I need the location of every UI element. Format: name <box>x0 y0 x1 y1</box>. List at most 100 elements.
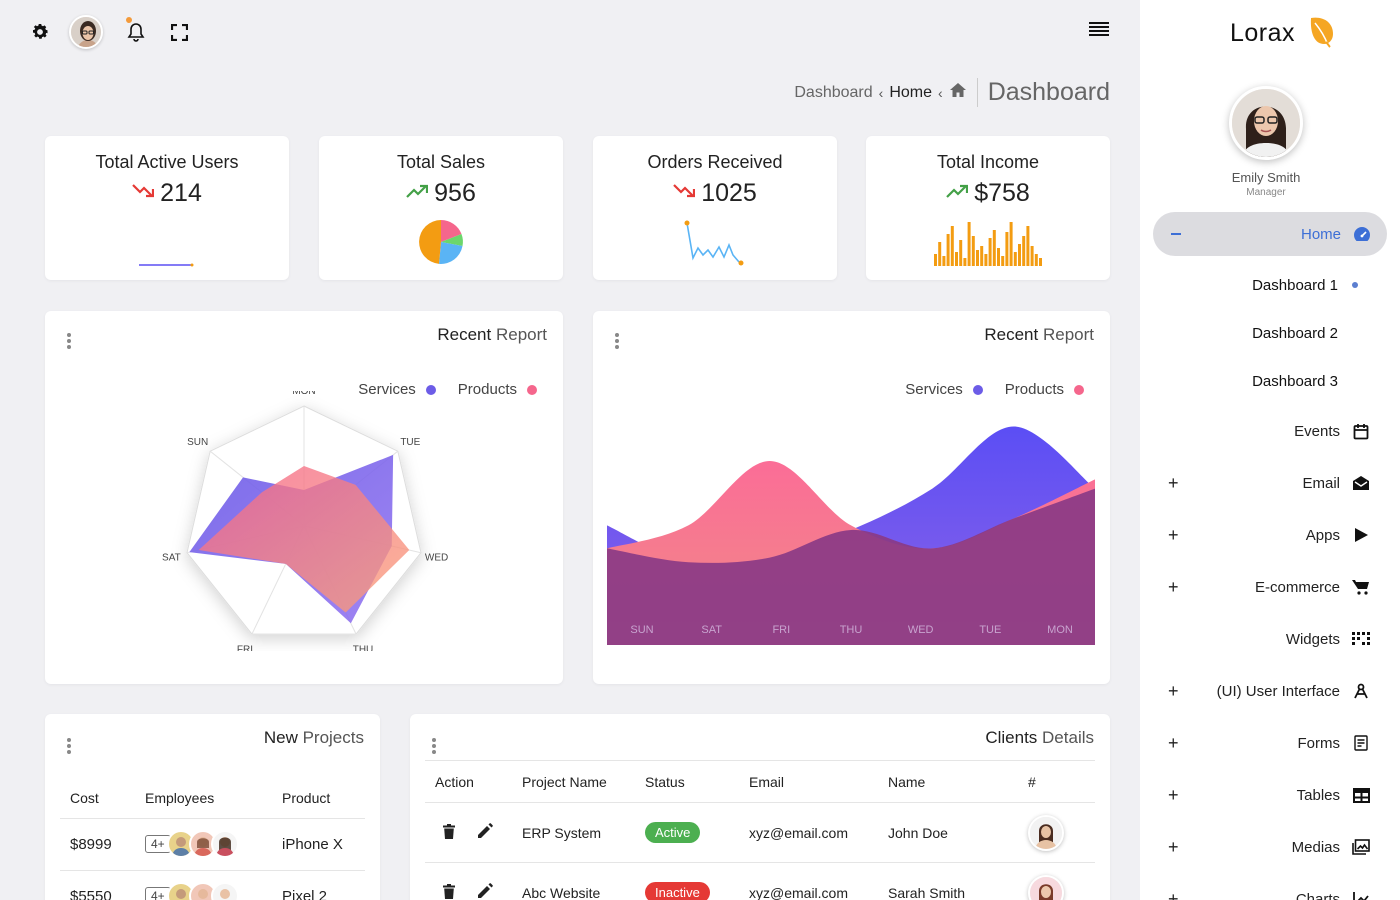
bell-icon[interactable] <box>126 22 146 42</box>
sidebar-item-home[interactable]: Home <box>1153 212 1387 256</box>
clients-details-panel: Clients Details Action Project Name Stat… <box>410 714 1110 900</box>
employee-avatar <box>188 882 217 900</box>
radar-axis-label: TUE <box>400 437 420 448</box>
column-header: Action <box>435 773 474 790</box>
stat-card-active-users: Total Active Users 214 <box>45 136 289 280</box>
area-overlap <box>607 488 1095 645</box>
income-bar <box>942 256 946 266</box>
sidebar-item-events[interactable]: Events <box>1140 405 1400 457</box>
column-header: Name <box>888 773 926 790</box>
sidebar-item-ecommerce[interactable]: + E-commerce <box>1140 561 1400 613</box>
email-icon <box>1352 474 1370 492</box>
sidebar-item-apps[interactable]: + Apps <box>1140 509 1400 561</box>
expand-plus-icon[interactable]: + <box>1168 680 1179 701</box>
sidebar-item-label: Email <box>1302 474 1340 492</box>
income-bar <box>988 238 992 266</box>
income-bar <box>976 250 979 266</box>
income-bar <box>1018 244 1021 266</box>
table-row[interactable]: Abc Website Inactive xyz@email.com Sarah… <box>425 863 1095 900</box>
client-avatar <box>1028 874 1064 900</box>
sidebar-subitem-label: Dashboard 1 <box>1252 276 1338 294</box>
sidebar-item-medias[interactable]: + Medias <box>1140 821 1400 873</box>
legend-services[interactable]: Services <box>358 381 436 398</box>
user-avatar[interactable] <box>69 15 103 49</box>
edit-icon[interactable] <box>477 883 493 900</box>
bar-chart-income <box>866 220 1110 266</box>
table-row[interactable]: $5550 4+ Pixel 2 <box>60 870 365 900</box>
collapse-icon[interactable] <box>1171 233 1181 235</box>
breadcrumb-home-link[interactable]: Home <box>889 83 933 101</box>
fullscreen-icon[interactable] <box>170 23 188 41</box>
table-row[interactable]: $8999 4+ iPhone X <box>60 818 365 870</box>
sidebar-item-widgets[interactable]: Widgets <box>1140 613 1400 665</box>
sparkline-users <box>45 250 289 270</box>
new-projects-table: Cost Employees Product $8999 4+ iPhone X… <box>60 778 365 900</box>
breadcrumb-separator: ‹ <box>878 84 884 101</box>
dashboard-gauge-icon <box>1353 225 1371 243</box>
trend-up-icon <box>406 183 429 204</box>
sidebar-item-charts[interactable]: + Charts <box>1140 873 1400 900</box>
home-icon[interactable] <box>949 82 967 103</box>
radar-axis-label: THU <box>353 645 374 651</box>
legend-products[interactable]: Products <box>458 381 537 398</box>
trend-down-icon <box>673 183 696 204</box>
sidebar-item-label: Apps <box>1305 526 1340 544</box>
panel-options-icon[interactable] <box>67 738 71 754</box>
stat-value: 1025 <box>701 179 757 207</box>
stat-value: $758 <box>974 179 1030 207</box>
income-bar <box>963 258 967 266</box>
area-x-tick-label: WED <box>908 624 934 636</box>
product-cell: iPhone X <box>282 835 343 853</box>
legend-services[interactable]: Services <box>905 381 983 398</box>
sidebar-subitem-dashboard-2[interactable]: Dashboard 2 <box>1140 309 1400 357</box>
expand-plus-icon[interactable]: + <box>1168 836 1179 857</box>
income-bar <box>959 240 963 266</box>
brand[interactable]: Lorax <box>1230 14 1337 53</box>
delete-icon[interactable] <box>443 883 455 900</box>
legend-products[interactable]: Products <box>1005 381 1084 398</box>
column-header: Status <box>645 773 685 790</box>
panel-title: New Projects <box>263 728 364 747</box>
radar-series-products[interactable] <box>198 466 410 613</box>
expand-plus-icon[interactable]: + <box>1168 888 1179 900</box>
expand-plus-icon[interactable]: + <box>1168 472 1179 493</box>
expand-plus-icon[interactable]: + <box>1168 784 1179 805</box>
stat-title: Total Active Users <box>95 152 239 172</box>
sidebar: Lorax Emily Smith Manager Home Dashboard… <box>1140 0 1400 900</box>
sidebar-item-tables[interactable]: + Tables <box>1140 769 1400 821</box>
income-bar <box>1022 236 1026 266</box>
income-bar <box>1009 222 1013 266</box>
avatar-cell <box>1028 863 1095 900</box>
profile-avatar[interactable] <box>1229 86 1303 160</box>
sidebar-item-email[interactable]: + Email <box>1140 457 1400 509</box>
employee-avatar <box>188 830 217 858</box>
area-chart: SUN SAT FRI THU WED TUE MON <box>607 426 1095 645</box>
settings-gear-icon[interactable] <box>30 22 50 42</box>
panel-options-icon[interactable] <box>67 333 71 349</box>
breadcrumb-separator: ‹ <box>938 84 943 101</box>
expand-plus-icon[interactable]: + <box>1168 524 1179 545</box>
breadcrumb-dashboard-link[interactable]: Dashboard <box>794 83 873 101</box>
stat-title: Total Income <box>936 152 1040 172</box>
edit-icon[interactable] <box>477 823 493 842</box>
table-row[interactable]: ERP System Active xyz@email.com John Doe <box>425 803 1095 863</box>
sidebar-item-label: (UI) User Interface <box>1216 682 1340 700</box>
trend-up-icon <box>946 183 969 204</box>
panel-options-icon[interactable] <box>615 333 619 349</box>
name-cell: John Doe <box>888 824 948 841</box>
sidebar-item-user-interface[interactable]: + (UI) User Interface <box>1140 665 1400 717</box>
recent-report-area-panel: Recent Report Services Products SUN SAT FR… <box>593 311 1110 684</box>
menu-toggle-icon[interactable] <box>1089 21 1109 37</box>
delete-icon[interactable] <box>443 823 455 842</box>
sidebar-subitem-dashboard-1[interactable]: Dashboard 1 <box>1140 261 1400 309</box>
sidebar-item-label: Tables <box>1296 786 1340 804</box>
income-bar <box>946 234 950 266</box>
stat-card-total-income: Total Income $758 <box>866 136 1110 280</box>
panel-options-icon[interactable] <box>432 738 436 754</box>
expand-plus-icon[interactable]: + <box>1168 576 1179 597</box>
chart-legend: Services Products <box>905 381 1084 398</box>
income-bar <box>992 230 996 266</box>
sidebar-item-forms[interactable]: + Forms <box>1140 717 1400 769</box>
expand-plus-icon[interactable]: + <box>1168 732 1179 753</box>
sidebar-subitem-dashboard-3[interactable]: Dashboard 3 <box>1140 357 1400 405</box>
